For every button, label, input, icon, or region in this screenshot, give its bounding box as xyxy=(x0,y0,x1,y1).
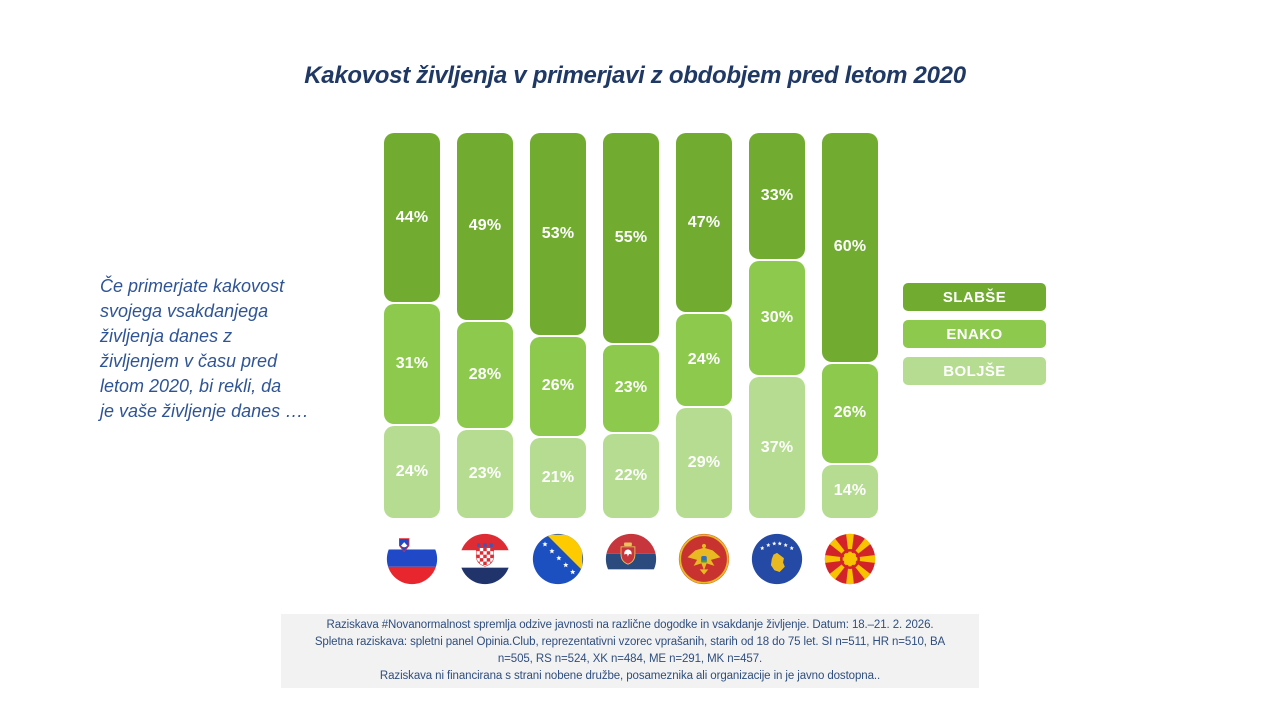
bar-segment-boljse: 14% xyxy=(822,464,878,518)
bar-segment-boljse: 21% xyxy=(530,438,586,518)
flag-bosnia-icon xyxy=(532,533,584,585)
segment-value-label: 26% xyxy=(833,404,867,422)
segment-value-label: 14% xyxy=(833,482,867,500)
bar-segment-slabse: 55% xyxy=(603,133,659,343)
bar-segment-enako: 24% xyxy=(676,314,732,406)
segment-value-label: 37% xyxy=(760,438,794,456)
bar-segment-enako: 26% xyxy=(530,336,586,436)
bar-severna-makedonija: 60% 26% 14% xyxy=(822,133,878,518)
footnote-line-2: Spletna raziskava: spletni panel Opinia.… xyxy=(314,636,946,648)
segment-value-label: 53% xyxy=(541,224,575,242)
flag-montenegro-icon xyxy=(678,533,730,585)
bar-segment-slabse: 47% xyxy=(676,133,732,313)
bar-segment-boljse: 24% xyxy=(384,425,440,518)
bar-bosna-in-hercegovina: 53% 26% 21% xyxy=(530,133,586,518)
stacked-bar-chart: 44% 31% 24% 49% 28% 23% 53% 26% 21% 55% 23% 22% 47% 2… xyxy=(384,133,878,518)
bar-segment-enako: 31% xyxy=(384,304,440,424)
bar-segment-boljse: 37% xyxy=(749,377,805,518)
segment-value-label: 26% xyxy=(541,377,575,395)
footnote-line-1: Raziskava #Novanormalnost spremlja odziv… xyxy=(326,619,934,631)
bar-crna-gora: 47% 24% 29% xyxy=(676,133,732,518)
legend-item-slabse: SLABŠE xyxy=(903,283,1046,311)
legend-item-enako: ENAKO xyxy=(903,320,1046,348)
bar-segment-slabse: 33% xyxy=(749,133,805,259)
bar-segment-enako: 26% xyxy=(822,363,878,463)
flag-croatia-icon xyxy=(459,533,511,585)
bar-segment-boljse: 22% xyxy=(603,434,659,518)
legend-item-boljse: BOLJŠE xyxy=(903,357,1046,385)
segment-value-label: 24% xyxy=(395,462,429,480)
bar-kosovo: 33% 30% 37% xyxy=(749,133,805,518)
bar-segment-slabse: 53% xyxy=(530,133,586,335)
bar-srbija: 55% 23% 22% xyxy=(603,133,659,518)
chart-legend: SLABŠE ENAKO BOLJŠE xyxy=(903,283,1046,394)
segment-value-label: 49% xyxy=(468,217,502,235)
bar-segment-slabse: 49% xyxy=(457,133,513,320)
survey-question-text: Če primerjate kakovost svojega vsakdanje… xyxy=(100,276,309,421)
flag-slovenia-icon xyxy=(386,533,438,585)
bar-segment-slabse: 44% xyxy=(384,133,440,303)
segment-value-label: 29% xyxy=(687,453,721,471)
segment-value-label: 23% xyxy=(614,379,648,397)
segment-value-label: 22% xyxy=(614,467,648,485)
segment-value-label: 33% xyxy=(760,186,794,204)
footnote-box: Raziskava #Novanormalnost spremlja odziv… xyxy=(281,614,979,688)
flag-kosovo-icon xyxy=(751,533,803,585)
bar-slovenija: 44% 31% 24% xyxy=(384,133,440,518)
segment-value-label: 31% xyxy=(395,354,429,372)
chart-title: Kakovost življenja v primerjavi z obdobj… xyxy=(304,62,966,89)
segment-value-label: 30% xyxy=(760,308,794,326)
bar-segment-boljse: 23% xyxy=(457,430,513,518)
country-flags-row xyxy=(384,533,878,585)
segment-value-label: 60% xyxy=(833,238,867,256)
bar-segment-enako: 23% xyxy=(603,344,659,433)
segment-value-label: 44% xyxy=(395,208,429,226)
flag-serbia-icon xyxy=(605,533,657,585)
bar-segment-enako: 28% xyxy=(457,321,513,429)
segment-value-label: 23% xyxy=(468,465,502,483)
segment-value-label: 21% xyxy=(541,469,575,486)
bar-segment-enako: 30% xyxy=(749,260,805,375)
bar-hrvaska: 49% 28% 23% xyxy=(457,133,513,518)
segment-value-label: 47% xyxy=(687,213,721,231)
bar-segment-boljse: 29% xyxy=(676,407,732,518)
flag-north-macedonia-icon xyxy=(824,533,876,585)
bar-segment-slabse: 60% xyxy=(822,133,878,362)
segment-value-label: 55% xyxy=(614,228,648,246)
footnote-line-3: n=505, RS n=524, XK n=484, ME n=291, MK … xyxy=(497,653,763,665)
segment-value-label: 28% xyxy=(468,366,502,384)
segment-value-label: 24% xyxy=(687,350,721,368)
footnote-line-4: Raziskava ni financirana s strani nobene… xyxy=(379,670,881,682)
